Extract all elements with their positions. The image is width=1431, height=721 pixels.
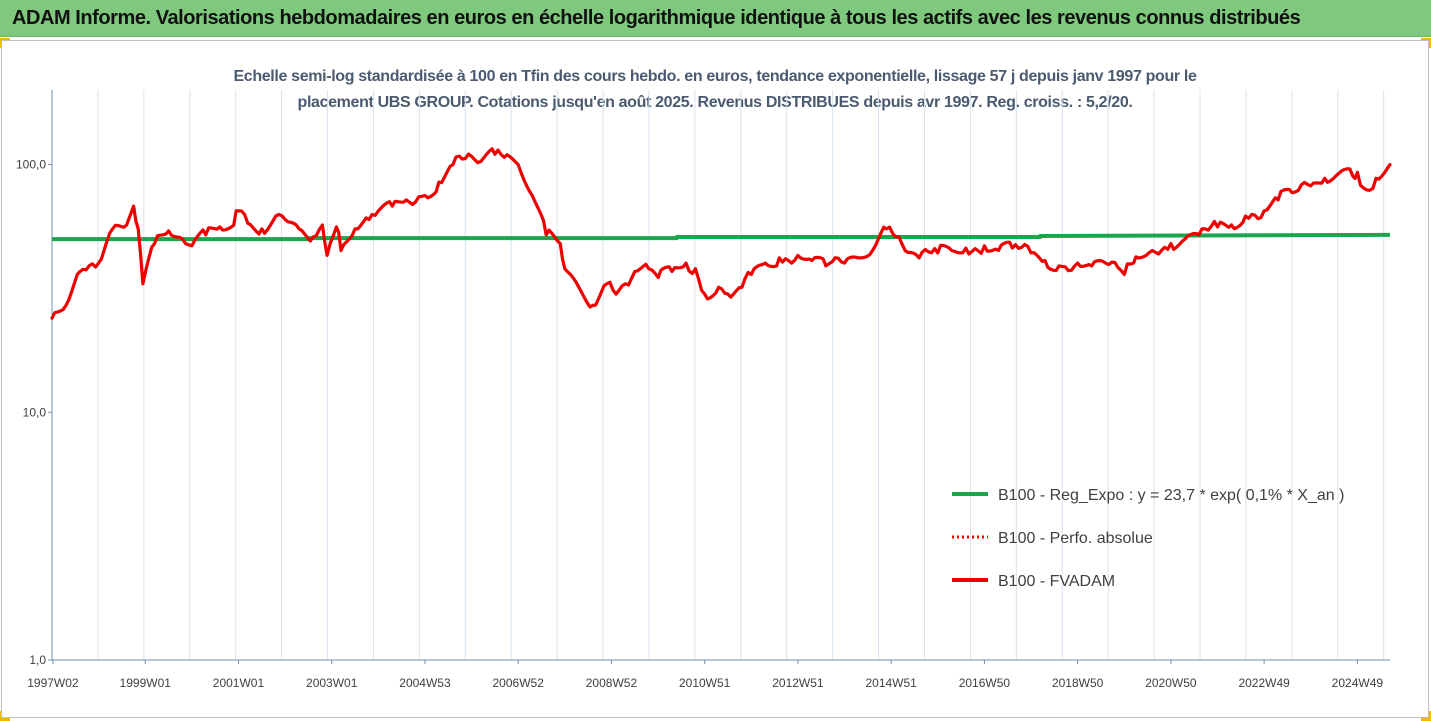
x-tick-label: 1999W01 bbox=[120, 676, 172, 690]
x-tick-label: 2004W53 bbox=[399, 676, 451, 690]
x-tick-label: 2022W49 bbox=[1238, 676, 1290, 690]
x-tick-label: 2006W52 bbox=[493, 676, 545, 690]
y-tick-label: 10,0 bbox=[23, 405, 47, 419]
x-tick-label: 2016W50 bbox=[959, 676, 1011, 690]
chart-area bbox=[1, 40, 1429, 718]
y-tick-label: 1,0 bbox=[29, 653, 46, 667]
x-tick-label: 2012W51 bbox=[772, 676, 824, 690]
report-title: ADAM Informe. Valorisations hebdomadaire… bbox=[12, 7, 1301, 29]
chart-subtitle-line-1: Echelle semi-log standardisée à 100 en T… bbox=[233, 68, 1197, 85]
x-tick-label: 2010W51 bbox=[679, 676, 731, 690]
y-tick-label: 100,0 bbox=[16, 158, 46, 172]
x-tick-label: 2001W01 bbox=[213, 676, 265, 690]
legend-label: B100 - Perfo. absolue bbox=[998, 530, 1153, 547]
x-tick-label: 2024W49 bbox=[1332, 676, 1384, 690]
x-tick-label: 2008W52 bbox=[586, 676, 638, 690]
series-fvadam-line bbox=[50, 147, 1392, 320]
x-tick-label: 2018W50 bbox=[1052, 676, 1104, 690]
x-tick-label: 1997W02 bbox=[27, 676, 79, 690]
x-tick-label: 2020W50 bbox=[1145, 676, 1197, 690]
header-bar: ADAM Informe. Valorisations hebdomadaire… bbox=[0, 0, 1431, 37]
x-tick-label: 2003W01 bbox=[306, 676, 358, 690]
legend-label: B100 - FVADAM bbox=[998, 573, 1115, 590]
legend-label: B100 - Reg_Expo : y = 23,7 * exp( 0,1% *… bbox=[998, 487, 1344, 504]
x-tick-label: 2014W51 bbox=[865, 676, 917, 690]
